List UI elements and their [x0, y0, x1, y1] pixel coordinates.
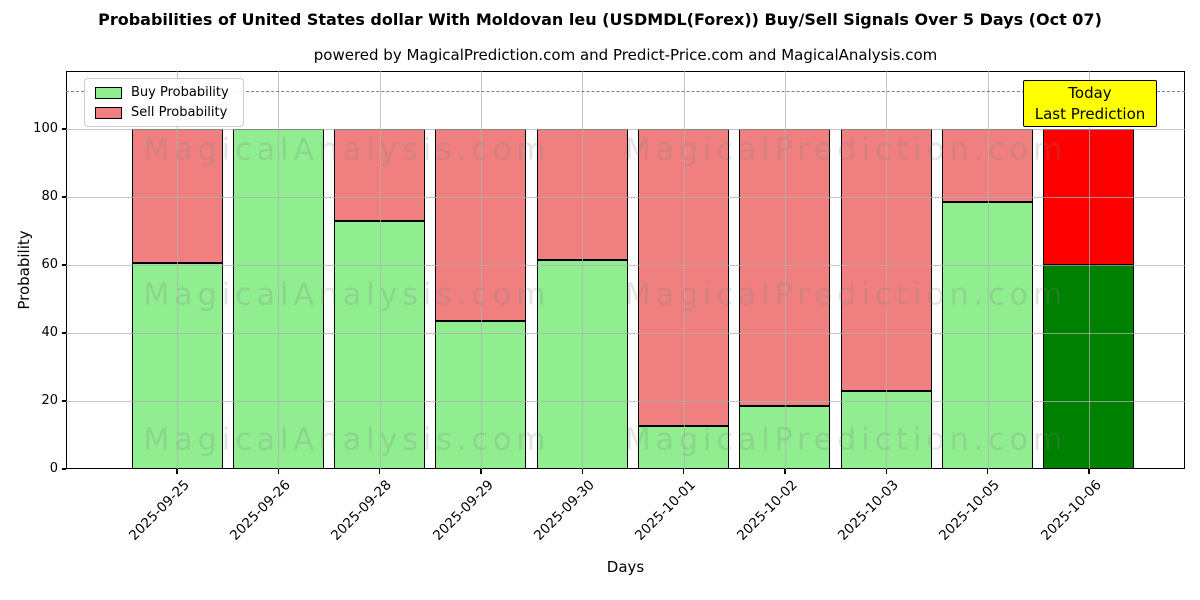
- today-annotation-line2: Last Prediction: [1034, 105, 1146, 123]
- grid-line-vertical: [886, 71, 888, 469]
- grid-line-horizontal: [66, 400, 1185, 402]
- watermark-text: MagicalAnalysis.com: [143, 132, 551, 168]
- grid-line-vertical: [1088, 71, 1090, 469]
- y-tick-mark: [61, 332, 66, 334]
- grid-line-vertical: [987, 71, 989, 469]
- today-annotation-line1: Today: [1068, 84, 1112, 102]
- x-tick-label: 2025-10-05: [936, 477, 1003, 544]
- y-tick-mark: [61, 468, 66, 470]
- today-annotation: Today Last Prediction: [1023, 80, 1157, 127]
- x-tick-label: 2025-09-29: [429, 477, 497, 544]
- legend-item: Sell Probability: [95, 105, 233, 120]
- x-tick-label: 2025-10-02: [733, 477, 801, 544]
- grid-line-horizontal: [66, 264, 1185, 266]
- legend-label: Sell Probability: [131, 105, 228, 120]
- x-tick-mark: [1088, 469, 1090, 474]
- grid-line-vertical: [278, 71, 280, 469]
- y-tick-label: 80: [41, 188, 58, 204]
- y-tick-label: 20: [41, 392, 58, 408]
- y-tick-label: 40: [41, 324, 58, 340]
- x-tick-label: 2025-10-01: [632, 477, 699, 544]
- dashed-threshold-line: [66, 91, 1185, 93]
- x-tick-label: 2025-10-06: [1037, 477, 1105, 544]
- x-tick-mark: [784, 469, 786, 474]
- grid-line-horizontal: [66, 128, 1185, 130]
- legend: Buy Probability Sell Probability: [84, 78, 244, 127]
- x-tick-label: 2025-09-28: [328, 477, 395, 544]
- x-tick-label: 2025-09-25: [125, 477, 193, 544]
- x-tick-mark: [581, 469, 584, 474]
- grid-line-vertical: [480, 71, 482, 469]
- grid-line-vertical: [683, 71, 685, 469]
- legend-item: Buy Probability: [95, 85, 233, 100]
- y-tick-mark: [61, 400, 66, 402]
- y-tick-mark: [61, 196, 66, 198]
- y-tick-mark: [61, 264, 66, 266]
- x-tick-label: 2025-09-26: [226, 477, 294, 544]
- watermark-text: MagicalPrediction.com: [624, 422, 1068, 458]
- legend-swatch-buy-probability: [95, 86, 122, 99]
- x-tick-mark: [885, 469, 887, 474]
- x-tick-label: 2025-10-03: [834, 477, 902, 544]
- x-axis-label: Days: [606, 558, 645, 576]
- watermark-text: MagicalAnalysis.com: [143, 422, 551, 458]
- y-tick-label: 0: [49, 461, 58, 476]
- y-tick-label: 100: [33, 120, 58, 136]
- chart-title: Probabilities of United States dollar Wi…: [98, 10, 1102, 29]
- legend-label: Buy Probability: [131, 85, 229, 100]
- x-tick-mark: [277, 469, 280, 474]
- watermark-text: MagicalPrediction.com: [624, 277, 1068, 313]
- x-tick-mark: [683, 469, 685, 474]
- grid-line-horizontal: [66, 332, 1185, 334]
- legend-swatch-sell-probability: [95, 106, 122, 119]
- grid-line-horizontal: [66, 196, 1185, 198]
- grid-line-vertical: [379, 71, 381, 469]
- x-tick-mark: [480, 469, 482, 474]
- x-tick-mark: [176, 469, 178, 474]
- x-tick-mark: [987, 469, 989, 474]
- watermark-text: MagicalPrediction.com: [624, 132, 1068, 168]
- grid-line-vertical: [784, 71, 786, 469]
- x-tick-label: 2025-09-30: [530, 477, 598, 544]
- grid-line-vertical: [582, 71, 584, 469]
- y-tick-label: 60: [41, 256, 58, 272]
- watermark-text: MagicalAnalysis.com: [143, 277, 551, 313]
- y-tick-mark: [61, 128, 66, 130]
- x-tick-mark: [379, 469, 381, 474]
- chart-subtitle: powered by MagicalPrediction.com and Pre…: [313, 46, 938, 64]
- grid-line-vertical: [177, 71, 178, 469]
